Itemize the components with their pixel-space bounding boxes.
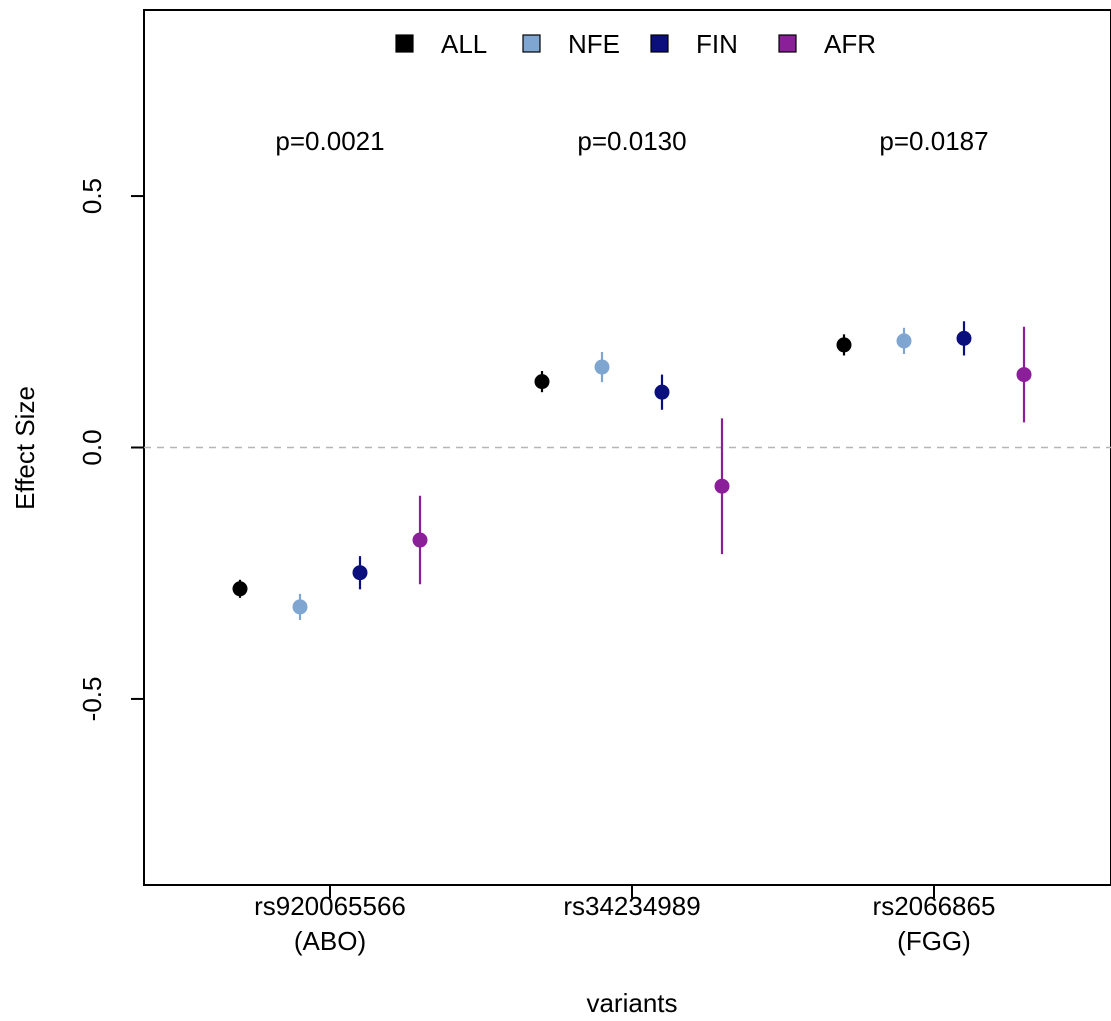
y-tick-label: 0.0	[77, 429, 107, 465]
legend-label: AFR	[824, 29, 876, 59]
data-point	[232, 581, 248, 597]
x-axis-title: variants	[586, 988, 677, 1018]
x-tick-label: rs34234989	[563, 891, 700, 921]
legend-swatch	[650, 34, 669, 53]
legend-swatch	[395, 34, 414, 53]
pvalue-label: p=0.0021	[275, 126, 384, 156]
data-point	[714, 478, 730, 494]
legend-label: FIN	[696, 29, 738, 59]
legend: ALL NFE FIN AFR	[395, 29, 876, 59]
data-point	[836, 337, 852, 353]
data-point	[956, 330, 972, 346]
legend-swatch	[778, 34, 797, 53]
legend-label: ALL	[441, 29, 487, 59]
legend-label: NFE	[568, 29, 620, 59]
data-point	[594, 359, 610, 375]
pvalue-label: p=0.0130	[577, 126, 686, 156]
data-marks	[232, 321, 1032, 620]
y-axis-title: Effect Size	[10, 386, 40, 510]
x-tick-label: rs2066865	[873, 891, 996, 921]
data-point	[412, 532, 428, 548]
x-tick-label: rs920065566	[254, 891, 406, 921]
y-axis: -0.5 0.0 0.5	[77, 178, 144, 721]
data-point	[534, 374, 550, 390]
data-point	[1016, 367, 1032, 383]
pvalue-labels: p=0.0021 p=0.0130 p=0.0187	[275, 126, 988, 156]
y-tick-label: -0.5	[77, 677, 107, 722]
y-tick-label: 0.5	[77, 178, 107, 214]
pvalue-label: p=0.0187	[879, 126, 988, 156]
x-tick-sublabel: (FGG)	[897, 926, 971, 956]
x-tick-sublabel: (ABO)	[294, 926, 366, 956]
data-point	[896, 333, 912, 349]
data-point	[352, 565, 368, 581]
legend-swatch	[522, 34, 541, 53]
data-point	[292, 599, 308, 615]
x-axis: rs920065566 (ABO) rs34234989 rs2066865 (FGG)	[254, 885, 995, 956]
data-point	[654, 384, 670, 400]
